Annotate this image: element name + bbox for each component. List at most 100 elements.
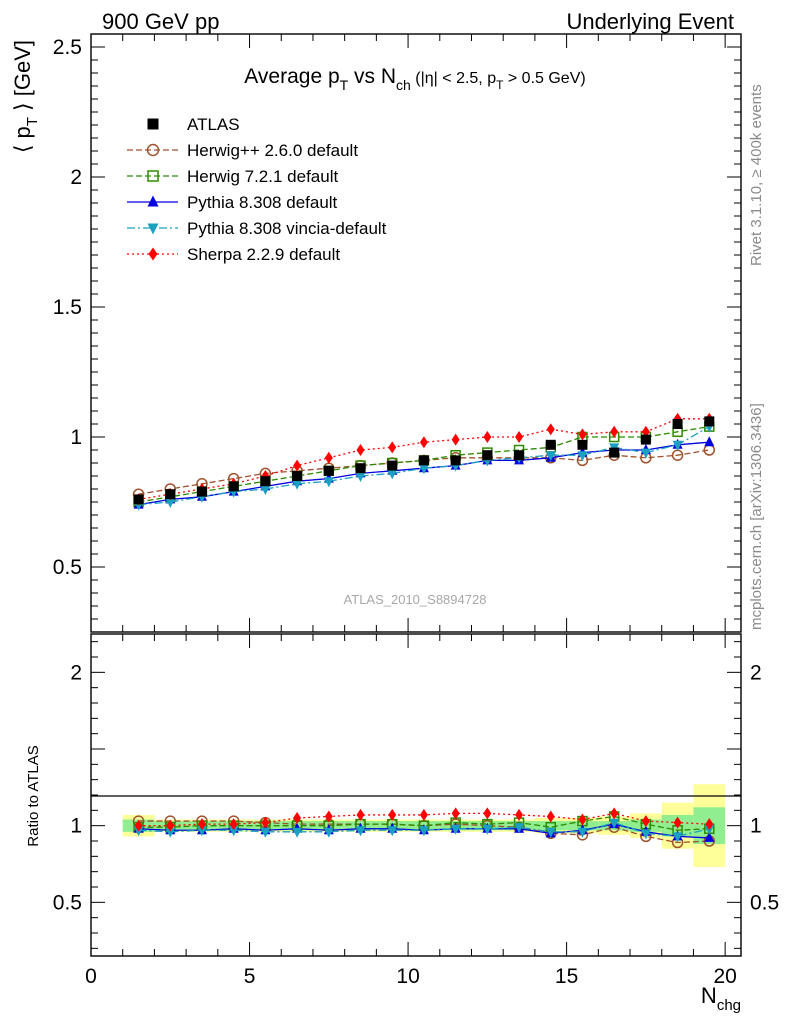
y-tick-label: 2 [70,661,82,684]
rivet-label: Rivet 3.1.10, ≥ 400k events [748,84,765,266]
data-point [355,826,366,837]
y-tick-label: 0.5 [53,891,82,914]
data-point [609,818,620,829]
y-tick-label-right: 1 [750,815,762,838]
data-point [323,477,334,488]
title-subscript: T [340,77,349,93]
data-point [355,472,366,482]
y-tick-label-right: 2 [750,661,762,684]
ratio-series-group [132,807,716,849]
data-point [640,434,651,445]
y-tick-label-right: 0.5 [750,891,779,914]
data-point [260,485,271,495]
x-axis-label: Nchg [701,983,741,1014]
series-sherpa-2-2-9-default [134,807,714,832]
ylabel-part: ⟨ p [10,126,35,153]
legend-label: Pythia 8.308 vincia-default [187,219,387,238]
legend-label: Herwig++ 2.6.0 default [187,141,358,160]
data-point [196,486,207,497]
data-point [705,818,714,831]
data-point [673,816,682,829]
band-stat [534,821,567,831]
data-point [577,439,588,450]
ylabel-part: ⟩ [GeV] [10,40,35,117]
ratio-ylabel: Ratio to ATLAS [25,745,42,846]
data-point [482,450,493,461]
data-point [228,481,239,492]
main-ticks [90,33,741,632]
data-point [578,428,587,441]
y-tick-label: 1.5 [53,296,82,319]
legend-label: Herwig 7.2.1 default [187,167,338,186]
data-point [261,816,270,829]
data-point [165,498,176,508]
title-part: Average p [244,65,339,88]
data-point [545,451,556,462]
data-point [578,813,587,826]
data-point [672,832,683,843]
header-right-label: Underlying Event [566,9,734,34]
main-series-group [132,412,716,511]
data-point [388,808,397,821]
ylabel-subscript: T [24,117,41,126]
main-frame [90,33,742,633]
data-point [419,436,428,449]
data-point [324,810,333,823]
data-point [293,812,302,824]
data-point [387,460,398,471]
xlabel-subscript: chg [717,997,741,1014]
y-tick-label: 2.5 [53,36,82,59]
y-tick-label: 2 [70,166,82,189]
mcplots-label: mcplots.cern.ch [arXiv:1306.3436] [748,403,765,630]
data-point [387,469,398,480]
x-tick-label: 5 [244,965,256,988]
data-point [672,440,683,451]
data-point [229,818,238,831]
data-point [704,416,715,427]
data-point [133,494,144,505]
data-point [292,827,303,838]
legend: ATLAS Herwig++ 2.6.0 default Herwig 7.2.1 … [127,115,387,264]
data-point [451,433,460,446]
legend-marker [147,118,159,130]
ratio-frame [90,633,742,957]
legend-marker [147,195,159,207]
data-point [546,423,555,436]
data-point [545,439,556,450]
header-left-label: 900 GeV pp [102,9,219,34]
data-point [292,471,303,481]
data-point [451,807,460,820]
series-atlas [133,416,715,505]
title-subscript: ch [396,77,411,93]
data-point [640,448,651,459]
data-point [387,826,398,837]
data-point [260,476,271,487]
data-point [704,831,715,842]
legend-marker [146,143,160,157]
data-point [450,455,461,466]
data-point [514,823,525,834]
y-tick-label: 1 [70,815,82,838]
data-point [355,463,366,474]
data-point [577,827,588,838]
data-point [419,808,428,821]
data-point [165,489,176,500]
ratio-ytick-labels: 0.5 0.5 1 1 2 2 [53,661,779,914]
ratio-panel: 0.5 0.5 1 1 2 2 0 5 10 15 20 Ratio to ATLAS Nchg [25,633,779,1014]
data-point [450,824,461,835]
data-point [515,808,524,821]
legend-marker [148,247,158,261]
data-point [165,827,176,838]
title-cuts: (|η| < 2.5, p [411,70,496,87]
data-point [609,447,620,458]
y-tick-label: 1 [70,426,82,449]
data-point [515,431,524,443]
main-ylabel: ⟨ pT ⟩ [GeV] [10,40,41,153]
data-point [418,464,429,475]
data-point [228,826,239,837]
data-point [672,419,683,429]
x-tick-label: 0 [85,965,97,988]
data-point [577,451,588,462]
data-point [610,425,619,438]
